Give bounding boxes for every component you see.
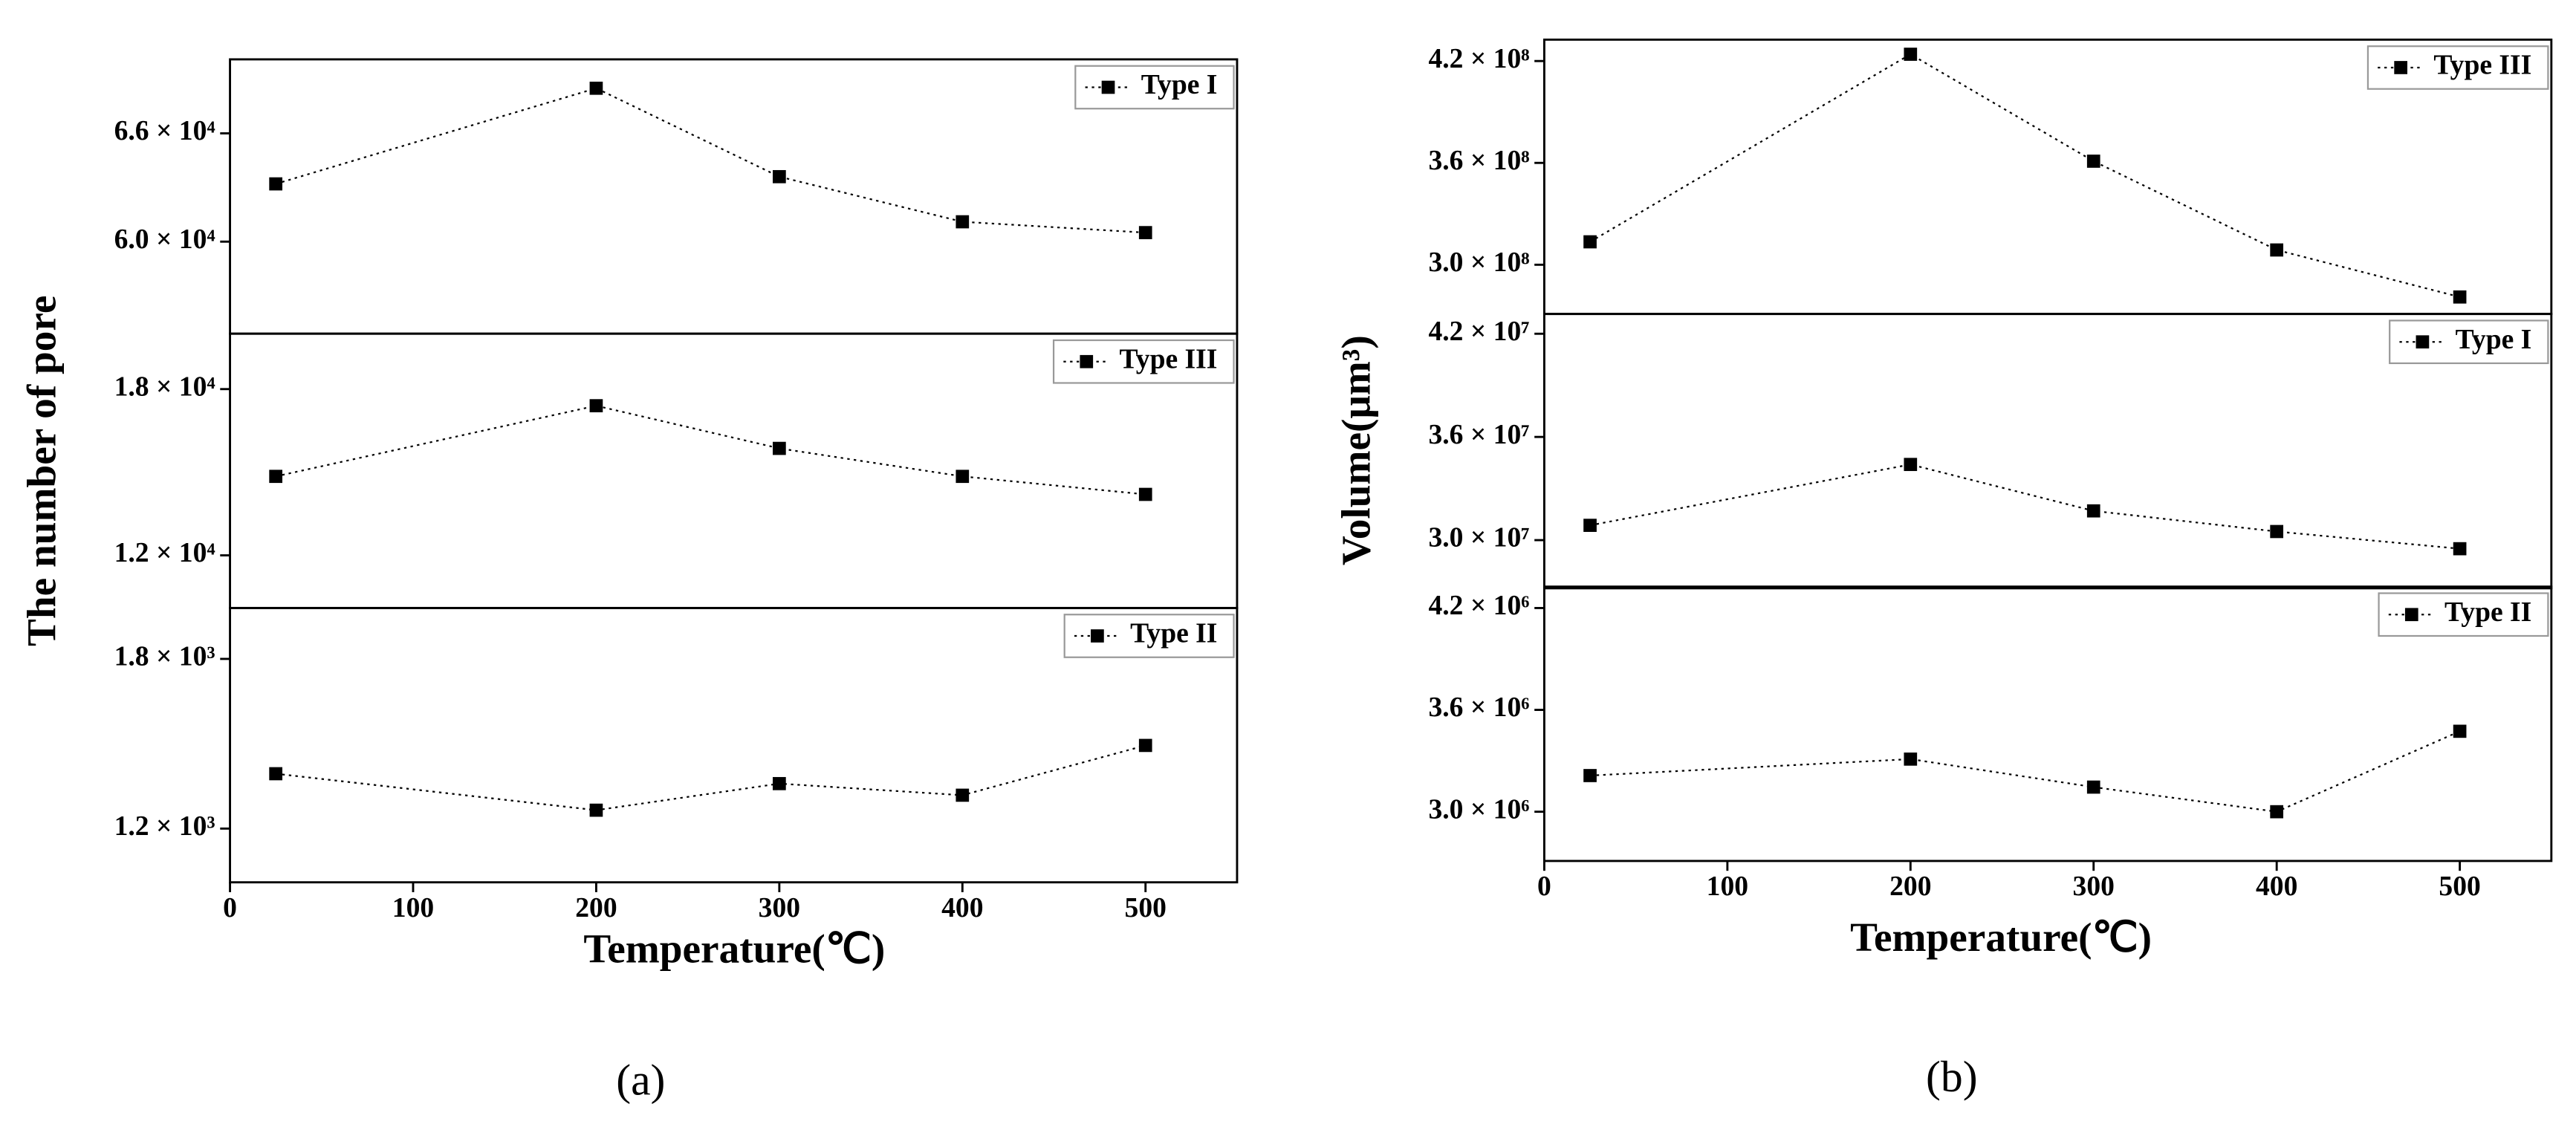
y-tick-label: 4.2 × 10⁸ — [1428, 44, 1529, 74]
y-axis-title: The number of pore — [19, 296, 65, 646]
data-point — [1583, 519, 1597, 532]
x-tick-label: 400 — [2256, 871, 2297, 902]
y-tick-label: 1.2 × 10⁴ — [114, 538, 215, 568]
series-line — [276, 744, 1146, 811]
x-tick-label: 100 — [1707, 871, 1748, 902]
legend-marker — [2404, 608, 2418, 622]
data-point — [1904, 752, 1918, 766]
legend-label: Type I — [2456, 325, 2532, 355]
x-tick-label: 400 — [941, 893, 983, 923]
x-axis-title: Temperature(℃) — [1850, 915, 2152, 960]
data-point — [2453, 290, 2467, 304]
y-tick-label: 3.0 × 10⁶ — [1428, 794, 1529, 825]
x-tick-label: 200 — [1889, 871, 1931, 902]
x-tick-label: 200 — [575, 893, 617, 923]
y-tick-label: 1.8 × 10³ — [114, 642, 215, 672]
y-tick-label: 1.8 × 10⁴ — [114, 371, 215, 402]
legend-marker — [1080, 354, 1094, 368]
legend-marker — [1091, 629, 1104, 643]
x-tick-label: 300 — [2073, 871, 2115, 902]
legend-marker — [2416, 335, 2430, 349]
data-point — [269, 470, 283, 484]
legend-label: Type III — [1120, 344, 1218, 374]
plot-frame — [1542, 585, 2553, 863]
caption: (b) — [1926, 1052, 1978, 1101]
caption: (a) — [616, 1055, 665, 1104]
data-point — [1138, 487, 1152, 501]
x-tick-label: 0 — [1537, 871, 1551, 902]
y-tick-label: 6.6 × 10⁴ — [114, 116, 215, 146]
series-line — [275, 404, 1146, 496]
data-point — [2270, 805, 2284, 819]
data-point — [773, 776, 786, 790]
data-point — [1904, 48, 1918, 61]
data-point — [269, 767, 283, 781]
x-tick-label: 0 — [223, 893, 237, 923]
data-point — [773, 441, 786, 455]
legend-label: Type III — [2433, 51, 2531, 81]
series-line — [275, 87, 1146, 234]
data-point — [589, 803, 603, 817]
data-point — [2086, 504, 2100, 518]
y-tick-label: 3.6 × 10⁷ — [1428, 420, 1529, 450]
data-point — [589, 81, 603, 95]
data-point — [1138, 738, 1152, 753]
data-point — [2453, 724, 2467, 738]
y-tick-label: 3.6 × 10⁸ — [1428, 146, 1529, 176]
data-point — [956, 215, 970, 229]
data-point — [2453, 542, 2467, 556]
y-tick-label: 1.2 × 10³ — [114, 811, 215, 842]
data-point — [1583, 235, 1597, 249]
legend-label: Type I — [1141, 70, 1218, 100]
series-line — [1589, 464, 2460, 550]
y-tick-label: 4.2 × 10⁶ — [1428, 591, 1529, 621]
data-point — [956, 788, 970, 802]
data-point — [1904, 458, 1918, 472]
plot-frame — [229, 606, 1239, 884]
data-point — [269, 177, 283, 191]
y-tick-label: 4.2 × 10⁷ — [1428, 316, 1529, 347]
x-tick-label: 100 — [392, 893, 434, 923]
data-point — [589, 399, 603, 412]
data-point — [2086, 780, 2100, 794]
data-point — [773, 169, 786, 183]
series-line — [1589, 53, 2460, 298]
data-point — [956, 470, 970, 484]
legend-marker — [1101, 80, 1115, 94]
data-point — [2270, 243, 2284, 257]
legend-label: Type II — [1130, 619, 1217, 649]
y-tick-label: 3.6 × 10⁶ — [1428, 692, 1529, 723]
x-tick-label: 500 — [2439, 871, 2480, 902]
y-tick-label: 3.0 × 10⁷ — [1428, 523, 1529, 553]
legend-label: Type II — [2444, 597, 2531, 628]
legend-marker — [2394, 61, 2408, 74]
y-tick-label: 3.0 × 10⁸ — [1428, 247, 1529, 278]
plot-frame — [1542, 313, 2553, 590]
x-axis-title: Temperature(℃) — [583, 926, 885, 971]
y-tick-label: 6.0 × 10⁴ — [114, 224, 215, 255]
x-tick-label: 300 — [759, 893, 800, 923]
data-point — [1583, 769, 1597, 782]
series-line — [1589, 730, 2461, 813]
data-point — [2086, 155, 2100, 168]
data-point — [2270, 524, 2284, 539]
y-axis-title: Volume(μm³) — [1333, 335, 1378, 565]
x-tick-label: 500 — [1125, 893, 1167, 923]
data-point — [1138, 226, 1152, 239]
